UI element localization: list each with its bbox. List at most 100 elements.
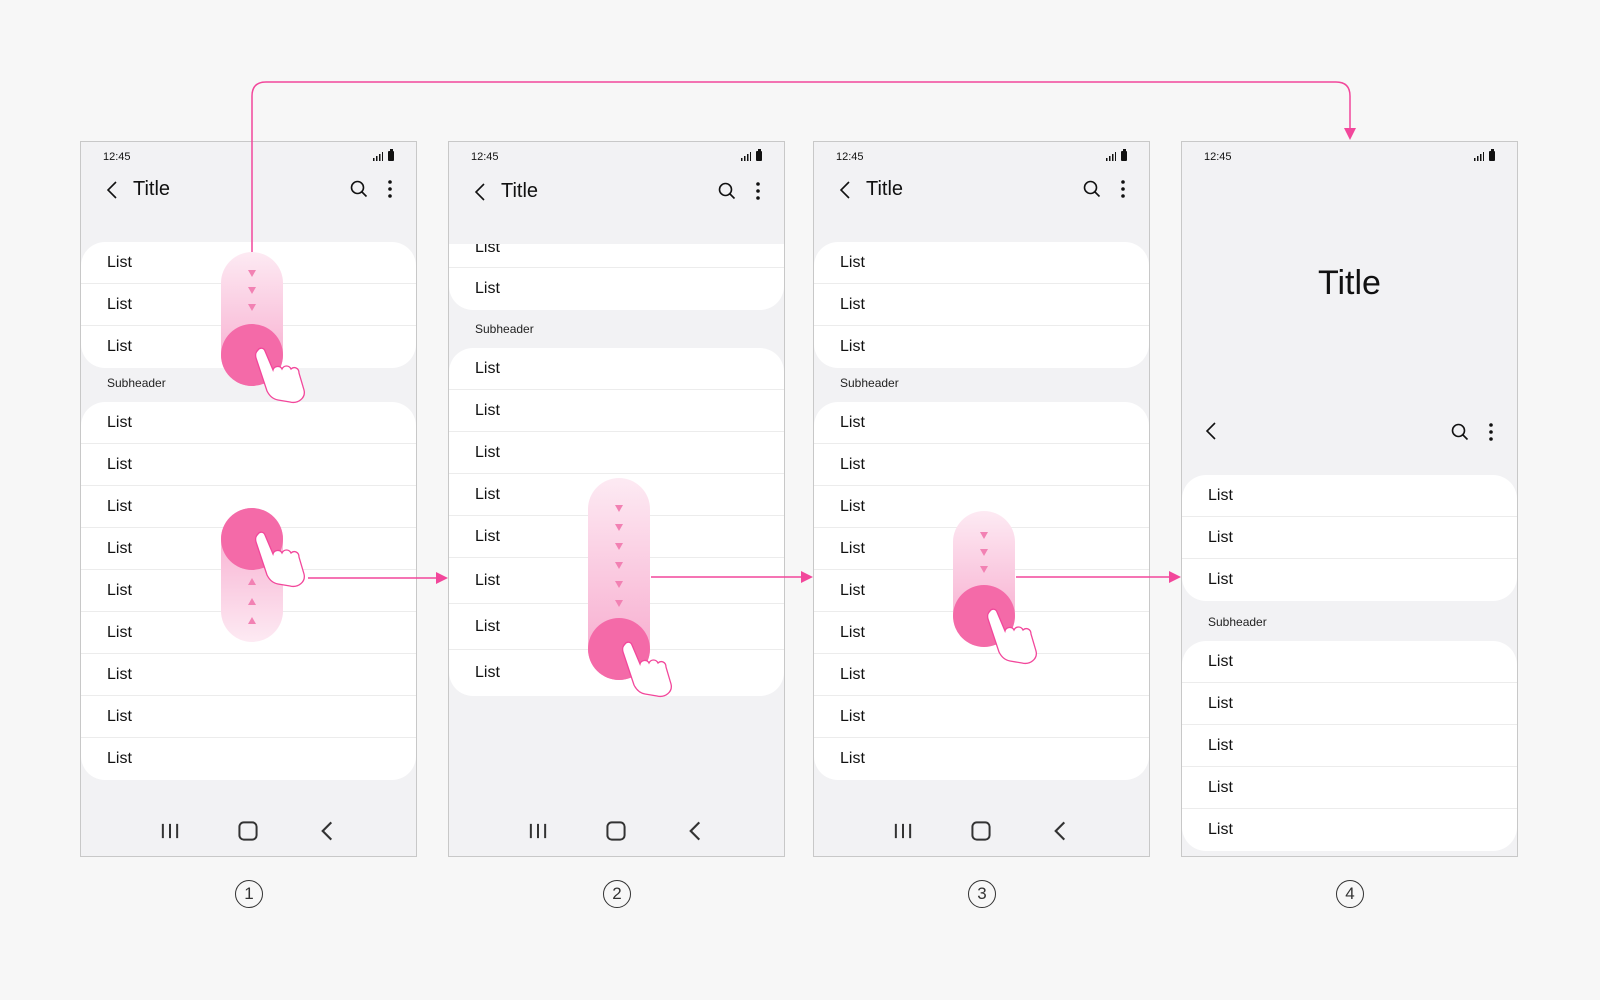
- arrow-down-icon: [615, 600, 623, 607]
- list-item[interactable]: List: [107, 750, 132, 767]
- list-item[interactable]: List: [814, 284, 1149, 326]
- search-icon[interactable]: [1451, 423, 1469, 441]
- more-icon[interactable]: [1121, 180, 1125, 198]
- arrowhead: [436, 572, 448, 584]
- list-item[interactable]: List: [1182, 725, 1517, 767]
- hand-pointer-icon: [621, 641, 672, 698]
- list-item[interactable]: List: [475, 664, 500, 681]
- list-item[interactable]: List: [1182, 475, 1517, 517]
- list-card: List List List: [1182, 475, 1517, 601]
- status-time: 12:45: [836, 151, 864, 163]
- list-item[interactable]: List: [1182, 767, 1517, 809]
- step-number-1: 1: [235, 880, 263, 908]
- back-icon[interactable]: [840, 181, 850, 199]
- nav-back-icon[interactable]: [685, 821, 705, 841]
- arrow-down-icon: [248, 270, 256, 277]
- list-item[interactable]: List: [81, 444, 416, 486]
- list-card: List List List: [814, 242, 1149, 368]
- arrow-down-icon: [615, 524, 623, 531]
- list-item[interactable]: List: [814, 242, 1149, 284]
- list-item[interactable]: List: [1182, 641, 1517, 683]
- list-item[interactable]: List: [840, 750, 865, 767]
- list-card: List List List List List: [1182, 641, 1517, 851]
- recents-icon[interactable]: [893, 821, 913, 841]
- arrow-up-icon: [248, 578, 256, 585]
- recents-icon[interactable]: [528, 821, 548, 841]
- home-icon[interactable]: [606, 821, 627, 841]
- list-item[interactable]: List: [475, 280, 500, 297]
- arrow-down-icon: [248, 304, 256, 311]
- list-item[interactable]: List: [840, 338, 865, 355]
- list-item[interactable]: List: [81, 654, 416, 696]
- list-item[interactable]: List: [814, 612, 1149, 654]
- phone-screen-3: 12:45 Title List List List Subheader Lis…: [813, 141, 1150, 857]
- nav-back-icon[interactable]: [1050, 821, 1070, 841]
- list-item[interactable]: List: [449, 390, 784, 432]
- status-time: 12:45: [103, 151, 131, 163]
- app-bar-title: Title: [866, 178, 904, 200]
- search-icon[interactable]: [1083, 180, 1101, 198]
- list-item[interactable]: List: [814, 696, 1149, 738]
- arrow-down-icon: [980, 532, 988, 539]
- signal-icon: [1474, 151, 1484, 161]
- list-item[interactable]: List: [1182, 683, 1517, 725]
- nav-back-icon[interactable]: [317, 821, 337, 841]
- arrow-down-icon: [615, 505, 623, 512]
- arrow-up-icon: [248, 598, 256, 605]
- status-bar: 12:45: [1204, 149, 1495, 165]
- list-item[interactable]: List: [449, 432, 784, 474]
- search-icon[interactable]: [718, 182, 736, 200]
- status-time: 12:45: [471, 151, 499, 163]
- subheader: Subheader: [1208, 615, 1267, 629]
- list-item[interactable]: List: [814, 402, 1149, 444]
- more-icon[interactable]: [388, 180, 392, 198]
- arrow-down-icon: [248, 287, 256, 294]
- hand-pointer-icon: [986, 608, 1037, 665]
- signal-icon: [741, 151, 751, 161]
- arrowhead: [801, 571, 813, 583]
- status-bar: 12:45: [836, 149, 1127, 165]
- arrowhead: [1169, 571, 1181, 583]
- step-number-2: 2: [603, 880, 631, 908]
- list-item[interactable]: List: [81, 402, 416, 444]
- step-number-4: 4: [1336, 880, 1364, 908]
- list-item[interactable]: List: [1208, 571, 1233, 588]
- flow-arrow-1-to-4: [251, 81, 1351, 252]
- subheader: Subheader: [475, 322, 534, 336]
- signal-icon: [373, 151, 383, 161]
- list-card: List List: [449, 244, 784, 310]
- arrow-down-icon: [615, 581, 623, 588]
- recents-icon[interactable]: [160, 821, 180, 841]
- more-icon[interactable]: [756, 182, 760, 200]
- battery-icon: [1489, 149, 1495, 161]
- nav-bar: [81, 806, 416, 856]
- list-item[interactable]: List: [449, 348, 784, 390]
- arrow-down-icon: [980, 566, 988, 573]
- more-icon[interactable]: [1489, 423, 1493, 441]
- signal-icon: [1106, 151, 1116, 161]
- battery-icon: [1121, 149, 1127, 161]
- app-bar: Title: [81, 172, 416, 208]
- back-icon[interactable]: [475, 183, 485, 201]
- arrowhead: [1344, 128, 1356, 140]
- list-item[interactable]: List: [107, 338, 132, 355]
- back-icon[interactable]: [1206, 422, 1216, 440]
- search-icon[interactable]: [350, 180, 368, 198]
- app-bar-title: Title: [501, 180, 539, 202]
- subheader: Subheader: [107, 376, 166, 390]
- list-item[interactable]: List: [1182, 517, 1517, 559]
- list-item[interactable]: List: [814, 654, 1149, 696]
- expanded-app-bar-title: Title: [1318, 264, 1381, 302]
- list-item[interactable]: List: [449, 244, 784, 268]
- home-icon[interactable]: [238, 821, 259, 841]
- hand-pointer-icon: [254, 531, 305, 588]
- status-bar: 12:45: [103, 149, 394, 165]
- back-icon[interactable]: [107, 181, 117, 199]
- list-item[interactable]: List: [814, 444, 1149, 486]
- hand-pointer-icon: [254, 347, 305, 404]
- list-item[interactable]: List: [81, 612, 416, 654]
- home-icon[interactable]: [971, 821, 992, 841]
- list-item[interactable]: List: [81, 696, 416, 738]
- list-item[interactable]: List: [1208, 821, 1233, 838]
